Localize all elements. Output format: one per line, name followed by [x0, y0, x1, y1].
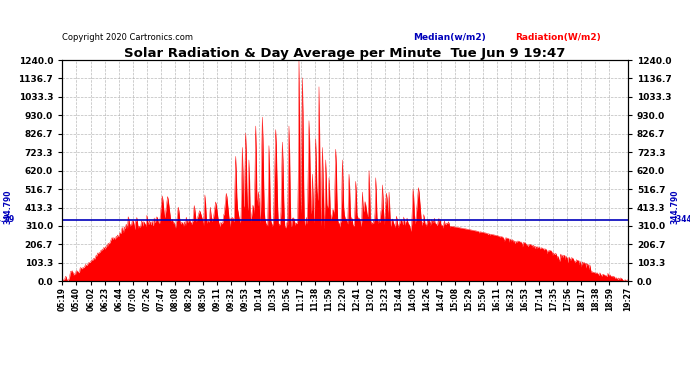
Text: Median(w/m2): Median(w/m2) [413, 33, 486, 42]
Text: ← 344.79: ← 344.79 [0, 215, 14, 224]
Text: Radiation(W/m2): Radiation(W/m2) [515, 33, 600, 42]
Title: Solar Radiation & Day Average per Minute  Tue Jun 9 19:47: Solar Radiation & Day Average per Minute… [124, 47, 566, 60]
Text: 344.790: 344.790 [671, 189, 680, 224]
Text: Copyright 2020 Cartronics.com: Copyright 2020 Cartronics.com [62, 33, 193, 42]
Text: 344.790: 344.790 [3, 189, 12, 224]
Text: 344.79 →: 344.79 → [676, 215, 690, 224]
